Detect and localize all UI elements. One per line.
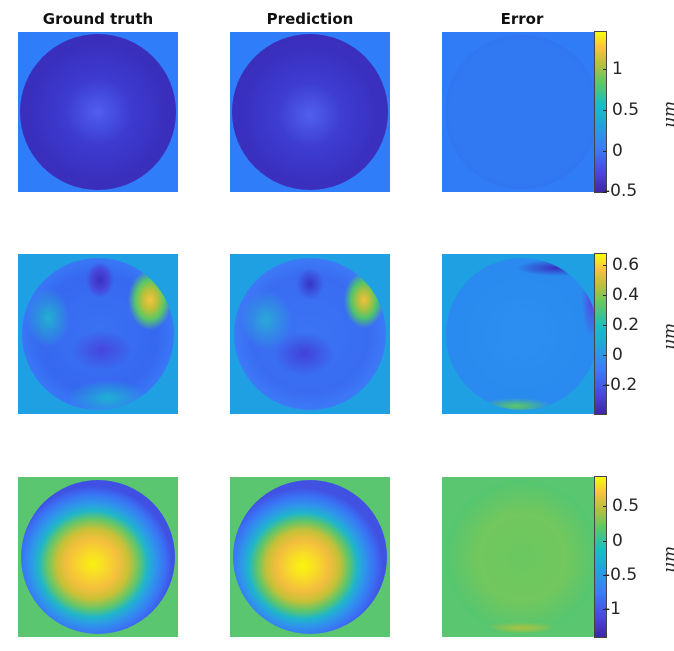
row1-colorbar-tick: 0.5 [612,100,640,120]
row2-colorbar-unit: μm [660,322,674,350]
row1-error-map [442,32,602,192]
row3-colorbar-tick: -0.5 [604,565,638,585]
row2-colorbar-tick: -0.2 [604,375,638,395]
row3-colorbar [594,476,607,638]
row3-colorbar-tick: -1 [604,599,621,619]
row2-colorbar-tick: 0.2 [612,315,640,335]
row1-colorbar-tick: 0 [612,141,623,161]
row1-ground-truth-map [18,32,178,192]
row2-colorbar-tick: 0.6 [612,255,640,275]
row2-ground-truth-map [18,254,178,414]
row2-colorbar-tick: 0 [612,345,623,365]
row2-colorbar-tick: 0.4 [612,285,640,305]
row1-colorbar-tick: 1 [612,59,623,79]
row1-colorbar [594,31,607,193]
row1-colorbar-tick: -0.5 [604,181,638,201]
row1-prediction-map [230,32,390,192]
row2-colorbar [594,253,607,415]
row1-colorbar-unit: μm [660,100,674,128]
column-title-prediction: Prediction [266,10,354,28]
row3-colorbar-unit: μm [660,545,674,573]
row3-colorbar-tick: 0.5 [612,496,640,516]
row3-prediction-map [230,477,390,637]
row2-prediction-map [230,254,390,414]
row3-ground-truth-map [18,477,178,637]
row2-error-map [442,254,602,414]
column-title-error: Error [500,10,544,28]
column-title-ground-truth: Ground truth [42,10,154,28]
row3-colorbar-tick: 0 [612,531,623,551]
row3-error-map [442,477,602,637]
